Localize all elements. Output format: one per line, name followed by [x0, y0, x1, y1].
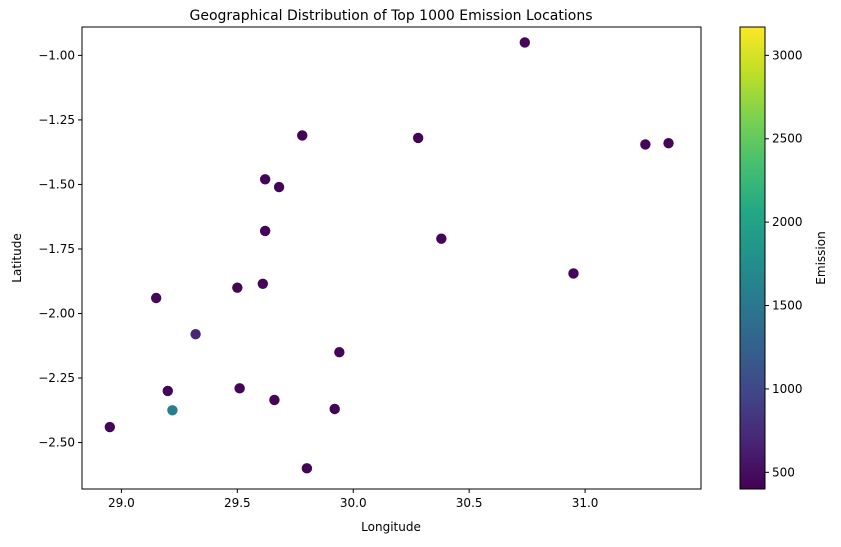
- colorbar-tick-label: 1500: [772, 299, 803, 313]
- y-tick-label: −1.25: [38, 113, 75, 127]
- colorbar-tick-label: 3000: [772, 48, 803, 62]
- data-point: [640, 139, 651, 150]
- data-point: [329, 403, 340, 415]
- colorbar-tick-label: 2500: [772, 132, 803, 146]
- data-point: [269, 394, 280, 406]
- y-tick-label: −1.50: [38, 177, 75, 191]
- data-point: [663, 137, 674, 149]
- y-axis-label: Latitude: [10, 233, 24, 282]
- colorbar-tick-label: 1000: [772, 382, 803, 396]
- data-point: [104, 421, 116, 433]
- x-tick-label: 31.0: [572, 496, 599, 510]
- data-point: [150, 292, 162, 304]
- data-point: [436, 233, 447, 244]
- y-axis-ticks: −1.00 −1.25 −1.50 −1.75 −2.00 −2.25 −2.50: [38, 48, 82, 450]
- x-tick-label: 30.0: [340, 496, 367, 510]
- data-point: [162, 385, 173, 397]
- colorbar-label: Emission: [814, 231, 828, 284]
- data-point: [412, 132, 424, 144]
- x-axis-ticks: 29.0 29.5 30.0 30.5 31.0: [108, 489, 598, 510]
- y-tick-label: −1.00: [38, 48, 75, 62]
- data-points: [104, 37, 674, 474]
- data-point: [232, 282, 243, 293]
- y-tick-label: −2.50: [38, 436, 75, 450]
- colorbar-tick-label: 500: [772, 465, 795, 479]
- data-point: [301, 463, 313, 474]
- data-point: [334, 347, 345, 358]
- x-tick-label: 29.0: [108, 496, 135, 510]
- x-tick-label: 29.5: [224, 496, 251, 510]
- data-point: [259, 174, 271, 185]
- y-tick-label: −1.75: [38, 242, 75, 256]
- y-tick-label: −2.00: [38, 306, 75, 320]
- data-point: [297, 130, 308, 141]
- x-axis-label: Longitude: [361, 520, 421, 534]
- x-tick-label: 30.5: [456, 496, 483, 510]
- colorbar-ticks: 500 1000 1500 2000 2500 3000: [765, 48, 803, 479]
- y-tick-label: −2.25: [38, 371, 75, 385]
- colorbar: [739, 26, 766, 490]
- data-point: [568, 268, 579, 279]
- chart-title: Geographical Distribution of Top 1000 Em…: [190, 8, 593, 24]
- data-point: [190, 328, 201, 340]
- data-point: [257, 278, 269, 290]
- data-point: [259, 225, 271, 237]
- data-point: [234, 383, 245, 394]
- data-point: [519, 37, 531, 48]
- colorbar-tick-label: 2000: [772, 215, 803, 229]
- data-point: [273, 181, 285, 193]
- data-point: [167, 405, 178, 416]
- plot-frame: [81, 26, 702, 490]
